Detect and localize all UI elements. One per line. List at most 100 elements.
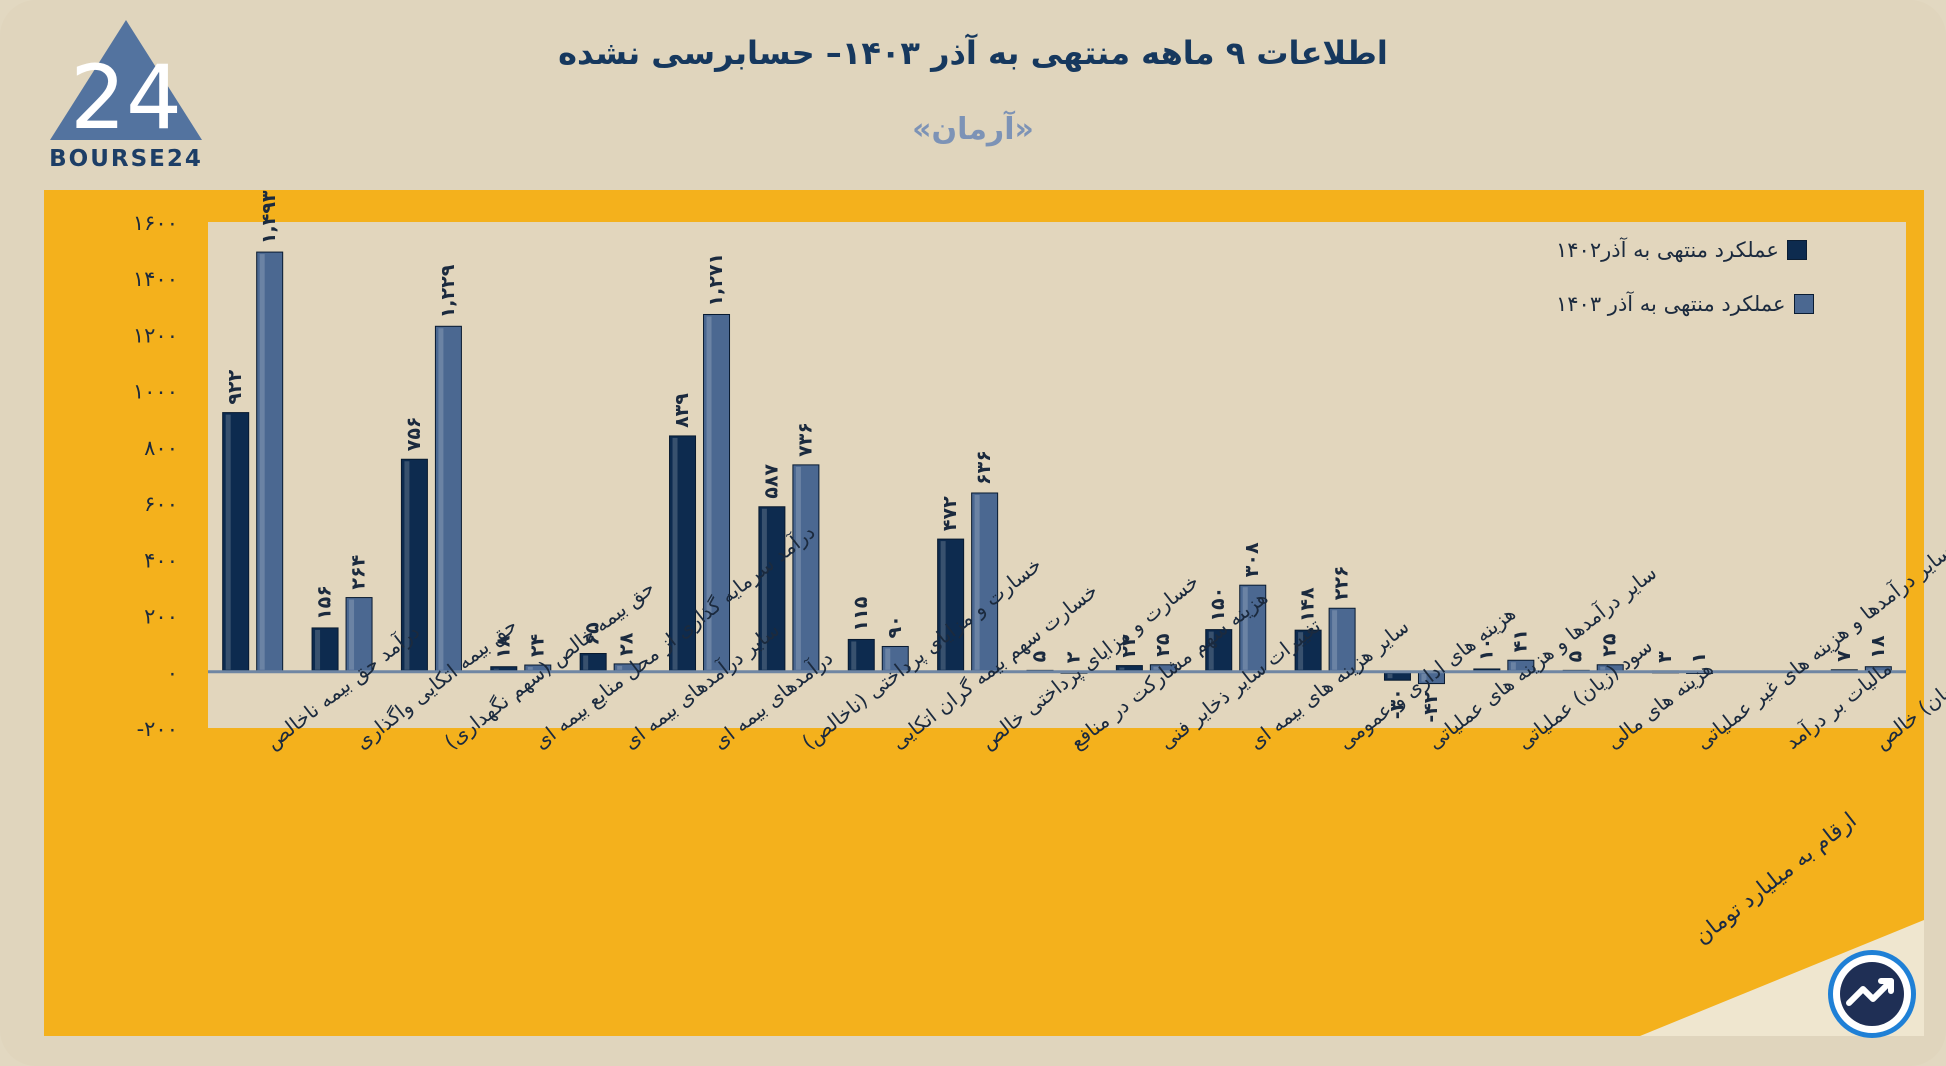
bar-1402 — [311, 627, 339, 673]
bar-1402 — [400, 458, 428, 673]
bar-highlight — [225, 414, 231, 670]
bar-highlight — [851, 641, 857, 670]
y-tick-label: ۲۰۰ — [144, 605, 178, 629]
bar-highlight — [438, 328, 444, 670]
bar-highlight — [885, 648, 891, 670]
bar-1402 — [758, 506, 786, 673]
data-label: ۶۳۶ — [973, 450, 995, 485]
bar-highlight — [940, 541, 946, 670]
data-label: ۱۸ — [492, 635, 514, 659]
data-label: ۲۶۴ — [348, 555, 370, 590]
data-label: ۲ — [1063, 651, 1085, 663]
data-label: ۱۰ — [1475, 638, 1497, 661]
logo-mark: 24 — [70, 46, 182, 149]
data-label: ۱۵۰ — [1207, 587, 1229, 622]
bar-highlight — [527, 667, 533, 670]
legend-item-1402: عملکرد منتهی به آذر۱۴۰۲ — [1556, 238, 1807, 262]
bar-highlight — [1510, 662, 1516, 670]
data-label: ۳۰۸ — [1241, 542, 1263, 577]
bar-1403 — [434, 325, 462, 673]
data-label: ۱۸ — [1867, 635, 1889, 659]
y-tick-label: ۱۰۰۰ — [133, 380, 178, 404]
bar-1402 — [1205, 629, 1233, 673]
data-label: ۵ — [1029, 650, 1051, 662]
data-label: ۱,۴۹۳ — [258, 190, 280, 244]
data-label: ۲۵ — [1152, 633, 1174, 657]
bar-highlight — [761, 508, 767, 670]
chart-title: اطلاعات ۹ ماهه منتهی به آذر ۱۴۰۳– حسابرس… — [558, 34, 1388, 72]
bar-1403 — [971, 492, 999, 673]
data-label: ۲۴ — [526, 634, 548, 657]
data-label: ۵ — [1565, 650, 1587, 662]
data-label: ۷ — [1833, 650, 1855, 662]
legend-swatch-1402 — [1786, 240, 1807, 260]
bar-highlight — [1600, 666, 1606, 670]
bar-highlight — [617, 665, 623, 670]
bar-highlight — [1332, 610, 1338, 670]
y-tick-label: ۶۰۰ — [144, 492, 178, 516]
data-label: ۴۱ — [1509, 629, 1531, 652]
bar-1403 — [1328, 607, 1356, 673]
bar-highlight — [349, 599, 355, 670]
data-label: ۲۲ — [1118, 634, 1140, 658]
data-label: ۷۵۶ — [403, 416, 425, 451]
data-label: ۱,۲۷۱ — [705, 253, 727, 307]
bourse24-logo: 24 — [50, 20, 202, 149]
y-tick-label: -۲۰۰ — [137, 717, 178, 741]
data-label: -۳۰ — [1386, 688, 1408, 719]
data-label: ۲۵ — [1599, 633, 1621, 657]
bar-highlight — [493, 668, 499, 670]
bar-highlight — [1421, 673, 1427, 682]
bar-highlight — [1298, 632, 1304, 670]
data-label: ۴۷۲ — [939, 496, 961, 531]
bar-1403 — [703, 313, 731, 673]
data-label: ۳ — [1654, 651, 1676, 663]
trend-logo-icon — [1828, 950, 1916, 1038]
bar-1402 — [847, 638, 875, 673]
bar-highlight — [1119, 667, 1125, 670]
bar-highlight — [404, 461, 410, 670]
y-tick-label: ۰ — [167, 661, 178, 685]
bar-1402 — [669, 435, 697, 673]
data-label: ۲۸ — [616, 632, 638, 656]
data-label: ۱,۲۲۹ — [437, 264, 459, 318]
y-tick-label: ۱۴۰۰ — [133, 267, 178, 291]
bar-highlight — [583, 655, 589, 670]
y-tick-label: ۸۰۰ — [144, 436, 178, 460]
data-label: ۱۵۶ — [314, 585, 336, 620]
data-label: ۹۰ — [884, 615, 906, 638]
legend-swatch-1403 — [1793, 294, 1814, 314]
company-name: «آرمان» — [912, 112, 1034, 147]
data-label: ۱۴۸ — [1297, 587, 1319, 622]
bar-highlight — [1868, 668, 1874, 670]
plot-area — [208, 222, 1906, 728]
data-label: ۷۳۶ — [794, 422, 816, 457]
y-tick-label: ۴۰۰ — [144, 548, 178, 572]
bar-1403 — [256, 251, 284, 673]
bar-1403 — [881, 645, 909, 673]
y-tick-label: ۱۲۰۰ — [133, 323, 178, 347]
legend-label-1403: عملکرد منتهی به آذر ۱۴۰۳ — [1556, 292, 1786, 316]
bar-highlight — [315, 629, 321, 670]
bar-1402 — [1294, 629, 1322, 673]
y-tick-label: ۱۶۰۰ — [133, 211, 178, 235]
data-label: ۹۲۲ — [224, 369, 246, 404]
bar-highlight — [1153, 666, 1159, 670]
bar-1402 — [222, 412, 250, 673]
bar-highlight — [974, 494, 980, 670]
bar-1403 — [1239, 584, 1267, 673]
bar-highlight — [1387, 673, 1393, 679]
bar-highlight — [672, 437, 678, 670]
legend-item-1403: عملکرد منتهی به آذر ۱۴۰۳ — [1556, 292, 1814, 316]
bar-highlight — [259, 254, 265, 670]
bar-highlight — [706, 316, 712, 670]
data-label: ۲۲۶ — [1331, 565, 1353, 600]
data-label: ۸۳۹ — [671, 393, 693, 428]
data-label: -۴۲ — [1420, 691, 1442, 722]
data-label: ۱ — [1688, 652, 1710, 664]
bar-highlight — [795, 466, 801, 670]
legend-label-1402: عملکرد منتهی به آذر۱۴۰۲ — [1556, 238, 1779, 262]
bar-highlight — [1242, 587, 1248, 670]
bar-1403 — [792, 464, 820, 673]
